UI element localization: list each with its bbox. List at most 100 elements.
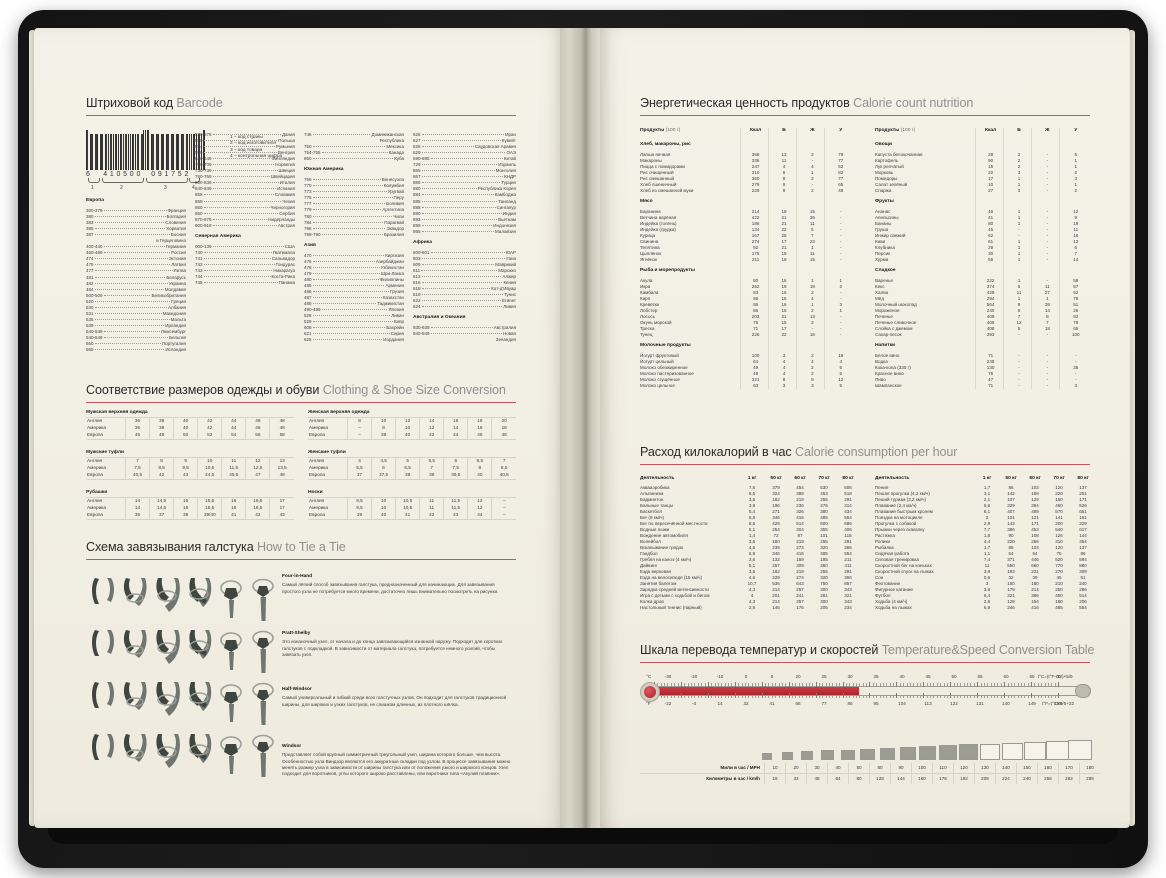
barcode-digit-group-3: 0 9 1 7 5 2 (151, 171, 189, 178)
speed-row-label: Мили в час / MPH (640, 763, 765, 774)
country-code-row: 870-879 Нидерланды (195, 216, 295, 222)
table-row: Европа 40,5 42 43 44,5 45,5 47 48 (86, 471, 294, 480)
table-row: Макароны 336 11-77 (640, 158, 844, 163)
table-row: Молоко обезжиренное 49 4 2 5 (640, 365, 843, 370)
section-temperature: Шкала перевода температур и скоростей Te… (640, 643, 1095, 664)
tie-knot-description: Windsor Представляет собой крупный симмет… (282, 743, 514, 777)
fahrenheit-tick-label: 149 (1028, 701, 1036, 706)
table-row: Рис очищенный 310 6 1 82 (640, 170, 844, 175)
country-code-row: 478 Узбекистан (304, 264, 404, 270)
country-code-row: 500-509 Великобритания (86, 292, 186, 298)
fahrenheit-tick-label: 77 (821, 701, 827, 706)
tie-knot-steps-row (89, 678, 281, 730)
country-code-row: 529 Кипр (304, 319, 404, 325)
country-code-row: 880 Республика Корея (413, 186, 516, 192)
car-icon (1024, 742, 1047, 760)
table-group-header: Молочные продукты (640, 343, 691, 348)
tie-step-icon (89, 678, 121, 730)
celsius-tick-label: 55 (977, 674, 983, 679)
tie-knot-name: Windsor (282, 744, 302, 749)
car-icon (1002, 743, 1024, 760)
table-header-row: Продукты (100 г) Ккал Б Ж У (640, 128, 843, 133)
country-code-row: 380 Болгария (86, 214, 186, 220)
country-code-row: 859 Чехия (195, 198, 295, 204)
celsius-tick-label: 25 (821, 674, 827, 679)
table-row: Аквааэробика 7,6 379 454 530 606 (640, 485, 852, 490)
size-table: Женская верхняя одежда Англия 8 10 12 14 16 18 2… (308, 410, 516, 440)
section-sizes-title: Соответствие размеров одежды и обуви Clo… (86, 383, 516, 402)
table-row: Молоко пастеризованное 49 4 2 5 (640, 371, 843, 376)
car-icon (980, 744, 1001, 760)
size-table-title: Мужская верхняя одежда (86, 410, 148, 415)
table-row: Тунец 226 22 16- (640, 332, 842, 337)
table-row: Езда на велосипеде (15 км/ч) 4,6 229 274 320… (640, 575, 852, 580)
section-tie: Схема завязывания галстука How to Tie a … (86, 540, 516, 561)
table-row: Хлеб из смешанной муки 229 9 2 48 (640, 188, 844, 193)
country-code-row: 383 Словения (86, 220, 186, 226)
table-row: Йогурт фруктовый 100 3 2 19 (640, 353, 844, 358)
table-row: Америка 7,5 8,5 9,5 10,5 11,5 12,5 13,5 (86, 464, 287, 472)
country-code-row: 622 Египет (413, 298, 516, 304)
table-row: Йогурт цельный 64 4 4 4 (640, 359, 843, 364)
table-row: Скоростной спуск на лыжах 3,9 193 231 270 309 (875, 569, 1087, 574)
country-code-row: 477 Литва (86, 268, 186, 274)
table-row: Апельсины 41 1-9 (875, 215, 1078, 220)
table-row: Растяжка 1,8 90 108 126 144 (875, 533, 1087, 538)
tie-step-icon (249, 574, 281, 626)
table-row: Треска 71 17- - (640, 326, 842, 331)
country-code-row: 400-440 Германия (86, 244, 186, 250)
calorie-table-right: Продукты (100 г) Ккал Б Ж У Овощи Капуста бело… (875, 128, 1090, 389)
tie-step-icon (185, 574, 217, 626)
table-group-header: Напитки (875, 343, 896, 348)
country-code-row: 940-949 Новая (413, 331, 516, 337)
section-calories-rule (640, 115, 1090, 117)
section-barcode-title: Штриховой код Barcode (86, 96, 516, 115)
barcode-legend: 1 – код страны 2 – код изготовителя 3 – … (230, 135, 350, 161)
table-row: Халва 429 11 27 52 (875, 290, 1079, 295)
table-row: Груша 45- -11 (875, 227, 1079, 232)
size-table-title: Женская верхняя одежда (308, 410, 370, 415)
tie-step-icon (217, 574, 249, 626)
tie-step-icon (217, 730, 249, 782)
speed-row-label: Километры в час / km/h (640, 772, 765, 784)
country-code-row: 750 Мексика (304, 144, 404, 150)
size-table-title: Рубашки (86, 489, 108, 495)
table-row: Пиво 47- - - (875, 377, 1077, 382)
car-icon (939, 745, 958, 760)
country-code-row: 744 Коста-Рика (195, 273, 295, 279)
section-barcode-rule (86, 115, 516, 117)
table-row: Белое вино 71- - - (875, 353, 1077, 358)
table-row: Сон 0,6 32 39 45 51 (875, 575, 1086, 580)
barcode-legend-item: 4 – контрольная цифра (230, 154, 283, 160)
size-table: Мужские туфли Англия 7 8 9 10 11 12 13 Америка 7,5… (86, 450, 294, 480)
table-group-header: Овощи (875, 142, 892, 147)
table-row: Мороженое 240 5 14 26 (875, 308, 1079, 313)
country-code-row: 779 Аргентина (304, 207, 404, 213)
country-code-row: 628 Саудовская Аравия (413, 144, 516, 150)
country-code-row: 900-919 Австрия (195, 222, 295, 228)
table-row: Англия 7 8 9 10 11 12 13 (86, 457, 285, 465)
section-tie-title-ru: Схема завязывания галстука (86, 540, 258, 554)
tie-step-icon (185, 626, 217, 678)
table-row: Пение 1,7 86 103 120 137 (875, 485, 1087, 490)
country-code-row: 865 Монголия (413, 168, 516, 174)
country-code-row: 770 Колумбия (304, 183, 404, 189)
table-row: Слойка с джемом 408 5 18 65 (875, 326, 1079, 331)
size-table-title: Женские туфли (308, 449, 346, 455)
celsius-formula: t°C=(t°F–32)×5/9 (1037, 674, 1073, 679)
country-code-row: 476 Азербайджан (304, 258, 404, 264)
table-header-row: Деятельность 1 кг 50 кг 60 кг 70 кг 80 кг (875, 476, 1089, 481)
country-code-row: 613 Алжир (413, 273, 516, 279)
table-row: Салат зелёный 10 1-1 (875, 182, 1078, 187)
table-group-header: Рыба и морепродукты (640, 268, 695, 273)
size-table: Женские туфли Англия 4 4,5 5 5,5 6 6,5 7 Америка 5… (308, 450, 516, 480)
country-group-title: Северная Америка (195, 233, 241, 239)
celsius-scale: °C t°C=(t°F–32)×5/9 -30 -20 -10 0 5 20 25 30 35 4… (640, 674, 1090, 682)
country-code-row: 893 Вьетнам (413, 216, 516, 222)
country-code-row: 535 Мальта (86, 316, 186, 322)
country-code-row: 754-755 Канада (304, 150, 404, 156)
table-row: Фигурное катание 3,6 179 214 250 286 (875, 587, 1087, 592)
table-row: Европа 46 48 50 52 54 56 58 (86, 431, 294, 440)
country-code-row: 955 Малайзия (413, 228, 516, 234)
